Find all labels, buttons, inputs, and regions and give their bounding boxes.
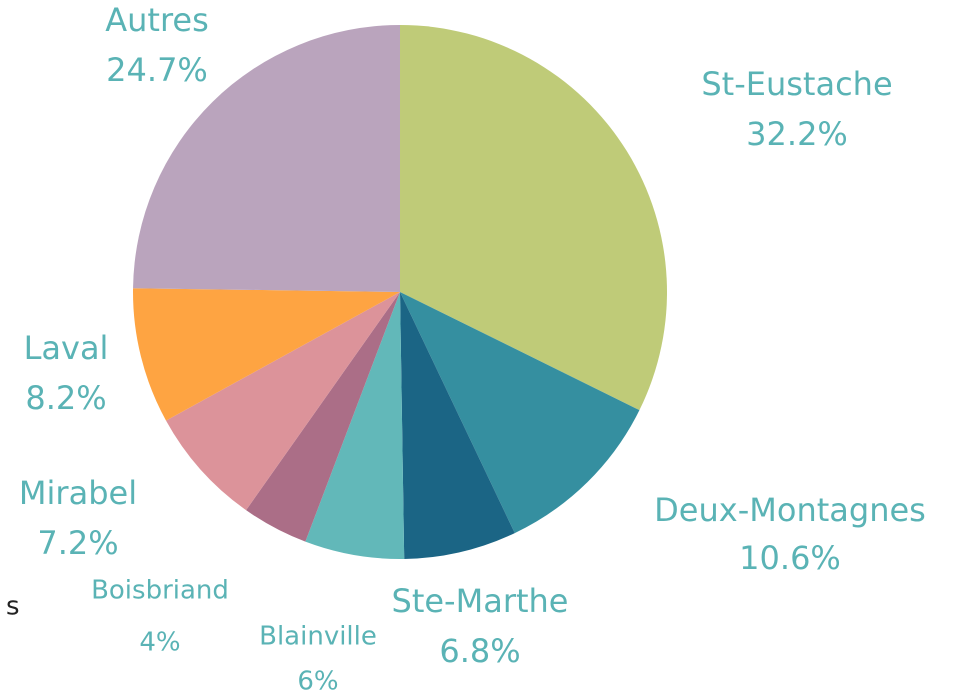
value-label: 24.7% — [106, 51, 208, 89]
slice-label: Boisbriand — [91, 576, 229, 606]
value-label: 6.8% — [439, 632, 520, 670]
slice-label: St-Eustache — [701, 65, 892, 103]
pie-slice — [400, 292, 640, 534]
pie-slice — [246, 292, 400, 542]
annotation: s — [6, 592, 20, 622]
value-label: 6% — [297, 667, 338, 694]
pie-slice — [305, 292, 405, 559]
value-label: 8.2% — [25, 379, 106, 417]
slice-label: Autres — [105, 1, 209, 39]
pie-slice — [133, 288, 400, 421]
slice-label: Deux-Montagnes — [654, 491, 926, 529]
slice-label: Laval — [24, 329, 109, 367]
slice-label: Mirabel — [19, 474, 137, 512]
value-label: 32.2% — [746, 115, 848, 153]
value-label: 7.2% — [37, 524, 118, 562]
pie-slice — [400, 292, 515, 559]
pie-slice — [133, 25, 400, 292]
value-label: 4% — [139, 628, 180, 658]
value-label: 10.6% — [739, 539, 841, 577]
pie-slice — [166, 292, 400, 511]
slice-label: Ste-Marthe — [392, 582, 569, 620]
pie-slice — [400, 25, 668, 411]
slice-label: Blainville — [259, 622, 377, 652]
